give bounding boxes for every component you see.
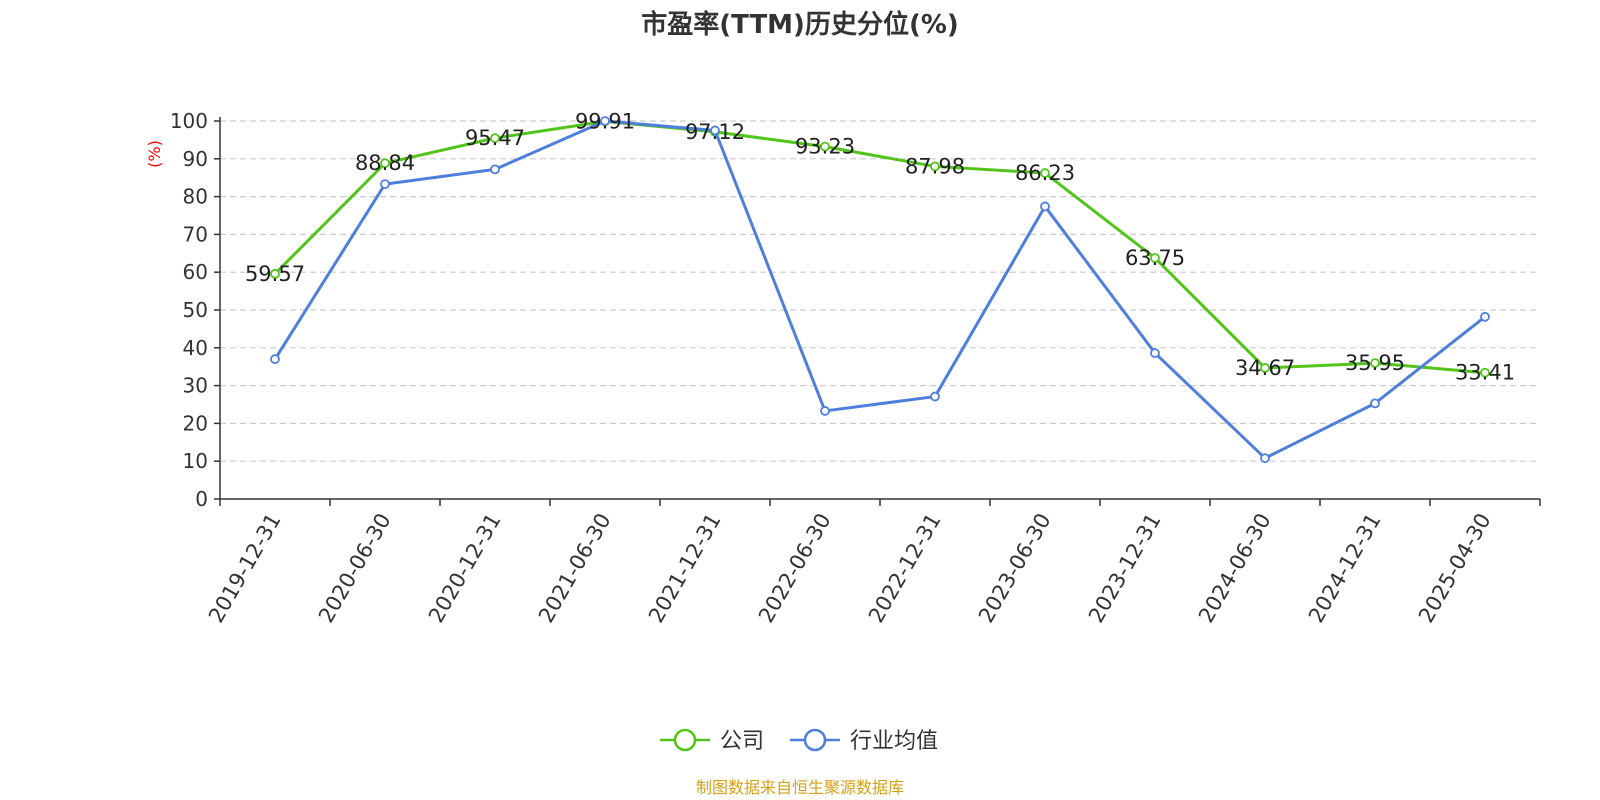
y-tick-label: 20 xyxy=(183,411,208,435)
industry-point[interactable] xyxy=(1150,348,1160,358)
grid-lines xyxy=(220,120,1540,462)
x-tick-label: 2023-06-30 xyxy=(974,509,1056,627)
industry-point[interactable] xyxy=(270,354,280,365)
company-point[interactable] xyxy=(380,158,390,169)
x-tick-label: 2022-06-30 xyxy=(754,509,836,627)
y-tick-label: 90 xyxy=(183,147,208,171)
x-tick-label: 2021-12-31 xyxy=(644,509,726,627)
company-series-line xyxy=(273,119,1486,375)
x-tick-label: 2023-12-31 xyxy=(1084,509,1166,627)
y-tick-label: 80 xyxy=(183,185,208,209)
company-data-label: 34.67 xyxy=(1235,356,1295,380)
y-tick-label: 100 xyxy=(170,109,208,133)
industry-point[interactable] xyxy=(820,406,830,416)
y-tick-label: 30 xyxy=(183,374,208,398)
company-point[interactable] xyxy=(1370,358,1380,369)
x-tick-label: 2020-12-31 xyxy=(424,509,506,627)
company-data-label: 35.95 xyxy=(1345,351,1405,375)
company-point[interactable] xyxy=(1150,253,1160,263)
industry-point[interactable] xyxy=(1040,201,1050,212)
y-axis-label: (%) xyxy=(145,140,164,168)
x-tick-label: 2019-12-31 xyxy=(204,509,286,627)
y-tick-label: 40 xyxy=(183,336,208,360)
company-data-label: 86.23 xyxy=(1015,161,1075,185)
axes: 0 10 20 30 40 50 60 70 80 90 100 2019-12-31 2020-06-… xyxy=(170,109,1541,627)
company-data-label: 63.75 xyxy=(1125,246,1185,270)
x-tick-label: 2022-12-31 xyxy=(864,509,946,627)
legend[interactable]: 公司 行业均值 xyxy=(660,728,938,754)
company-data-label: 87.98 xyxy=(905,154,965,178)
industry-point[interactable] xyxy=(710,125,720,136)
company-point[interactable] xyxy=(930,161,940,172)
legend-company-icon[interactable] xyxy=(673,728,697,752)
company-data-label: 88.84 xyxy=(355,151,415,175)
y-tick-label: 60 xyxy=(183,260,208,284)
company-point[interactable] xyxy=(270,268,280,279)
company-data-label: 99.91 xyxy=(575,109,635,133)
x-tick-label: 2021-06-30 xyxy=(534,509,616,627)
company-point[interactable] xyxy=(820,141,830,152)
chart-title: 市盈率(TTM)历史分位(%) xyxy=(641,9,959,40)
company-data-label: 97.12 xyxy=(685,120,745,144)
x-tick-label: 2024-12-31 xyxy=(1304,509,1386,627)
industry-point[interactable] xyxy=(380,179,390,190)
data-labels: 59.57 88.84 95.47 99.91 97.12 93.23 87.98 86.23… xyxy=(245,109,1515,384)
industry-point[interactable] xyxy=(1260,453,1270,464)
industry-point[interactable] xyxy=(1370,398,1380,409)
company-data-label: 95.47 xyxy=(465,126,525,150)
industry-point[interactable] xyxy=(490,164,500,175)
company-point[interactable] xyxy=(1260,363,1270,373)
industry-series-line xyxy=(273,119,1486,460)
y-tick-label: 10 xyxy=(183,449,208,473)
source-note: 制图数据来自恒生聚源数据库 xyxy=(696,778,904,797)
y-tick-label: 70 xyxy=(183,222,208,246)
y-tick-label: 0 xyxy=(195,487,208,511)
company-point[interactable] xyxy=(490,133,500,144)
company-point[interactable] xyxy=(1040,168,1050,178)
legend-industry-label[interactable]: 行业均值 xyxy=(850,729,938,754)
industry-point[interactable] xyxy=(600,116,610,126)
industry-point[interactable] xyxy=(1480,311,1490,322)
company-data-label: 59.57 xyxy=(245,262,305,286)
company-point[interactable] xyxy=(1480,367,1490,378)
legend-industry-icon[interactable] xyxy=(803,728,827,752)
series-group xyxy=(270,116,1490,464)
company-data-label: 93.23 xyxy=(795,135,855,159)
industry-point[interactable] xyxy=(930,391,940,402)
y-tick-label: 50 xyxy=(183,298,208,322)
legend-company-label[interactable]: 公司 xyxy=(720,729,764,754)
x-tick-label: 2025-04-30 xyxy=(1414,509,1496,627)
x-tick-label: 2024-06-30 xyxy=(1194,509,1276,627)
company-data-label: 33.41 xyxy=(1455,361,1515,385)
x-tick-label: 2020-06-30 xyxy=(314,509,396,627)
